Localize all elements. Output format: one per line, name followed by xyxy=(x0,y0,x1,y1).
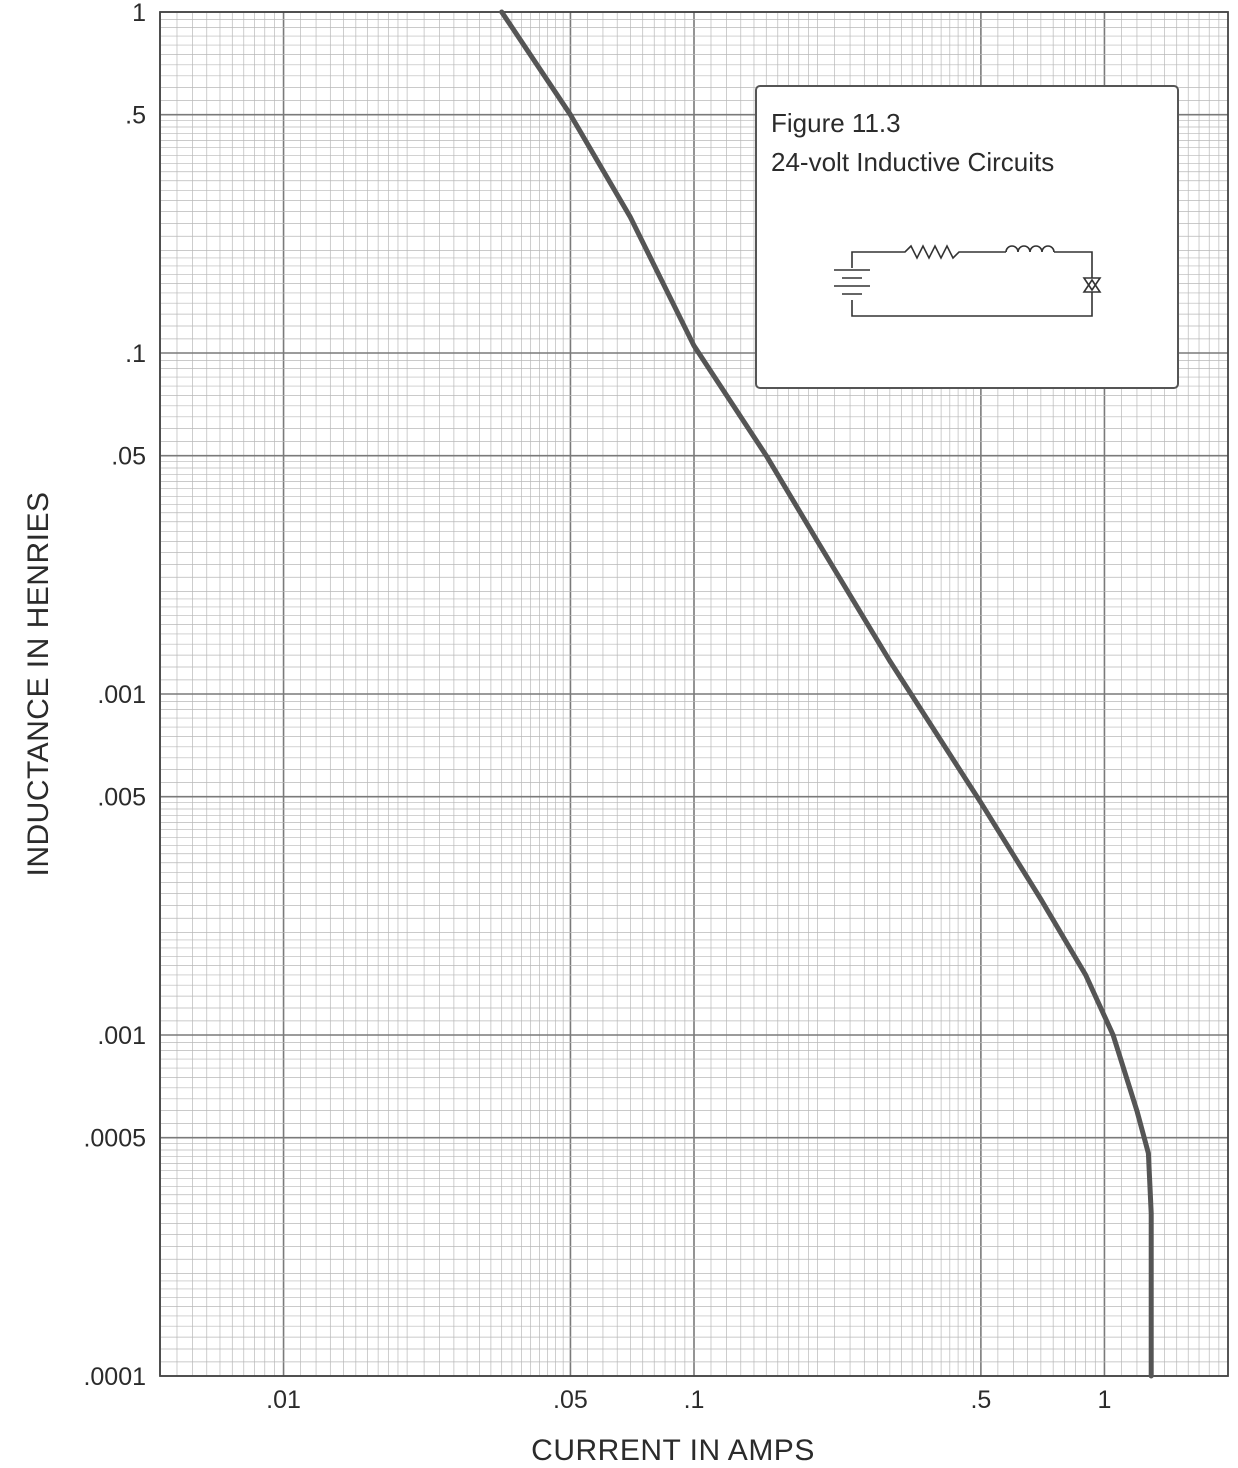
legend-frame xyxy=(755,85,1179,389)
x-tick-labels: .01 .05 .1 .5 1 xyxy=(266,1386,1111,1414)
y-tick-label: .0005 xyxy=(83,1125,146,1153)
y-tick-label: .001 xyxy=(97,1022,146,1050)
x-tick-label: .5 xyxy=(970,1386,991,1414)
x-tick-label: .05 xyxy=(553,1386,588,1414)
circuit-diagram-icon xyxy=(834,244,1102,317)
grid xyxy=(159,11,1228,1377)
legend-title: Figure 11.3 xyxy=(771,108,901,138)
y-axis-title: INDUCTANCE IN HENRIES xyxy=(22,492,55,877)
legend-box: Figure 11.3 24-volt Inductive Circuits xyxy=(755,85,1179,389)
x-tick-label: .1 xyxy=(684,1386,705,1414)
y-tick-labels: 1 .5 .1 .05 .001 .005 .001 .0005 .0001 xyxy=(83,0,146,1391)
y-tick-label: .1 xyxy=(125,340,146,368)
x-tick-label: 1 xyxy=(1097,1386,1111,1414)
x-tick-label: .01 xyxy=(266,1386,301,1414)
y-tick-label: .05 xyxy=(111,443,146,471)
x-axis-title: CURRENT IN AMPS xyxy=(531,1434,815,1467)
plot-frame xyxy=(159,11,1229,1377)
series-layer xyxy=(499,9,1154,1379)
y-tick-label: .0001 xyxy=(83,1363,146,1391)
y-tick-label: .5 xyxy=(125,102,146,130)
y-tick-label: .001 xyxy=(97,681,146,709)
series-line xyxy=(499,9,1154,1379)
legend-subtitle: 24-volt Inductive Circuits xyxy=(771,147,1054,177)
y-tick-label: 1 xyxy=(132,0,146,27)
y-tick-label: .005 xyxy=(97,784,146,812)
